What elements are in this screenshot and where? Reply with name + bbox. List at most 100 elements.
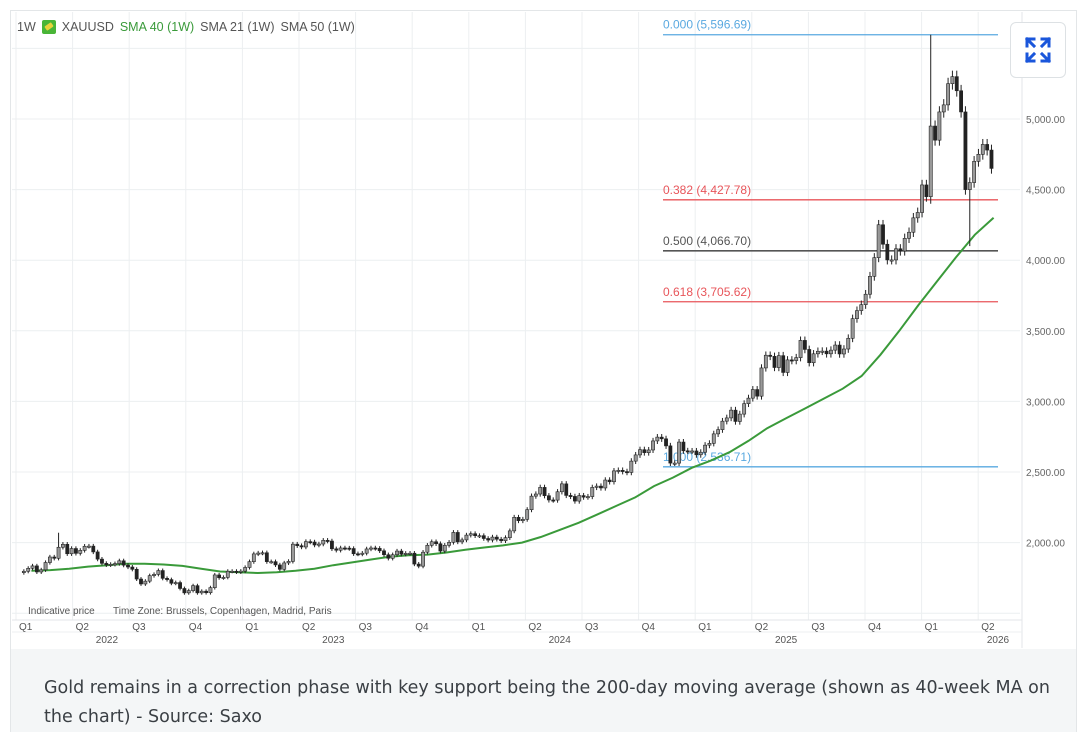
- candle-body: [885, 243, 890, 261]
- candle-body: [755, 389, 760, 397]
- candle-body: [989, 149, 994, 169]
- candle-body: [863, 293, 868, 305]
- interval-label[interactable]: 1W: [17, 20, 36, 34]
- x-tick-label: Q1: [472, 622, 486, 633]
- candle: [334, 546, 339, 553]
- candle-body: [126, 564, 130, 568]
- candle: [833, 341, 838, 354]
- candle-body: [750, 389, 755, 399]
- candle-body: [785, 359, 790, 373]
- candle-body: [312, 541, 317, 546]
- candle-body: [108, 564, 113, 566]
- candle-body: [499, 538, 504, 542]
- candle: [338, 545, 343, 553]
- candle: [139, 577, 143, 586]
- candle: [243, 565, 248, 574]
- candle-body: [247, 561, 252, 568]
- candle: [612, 468, 616, 485]
- x-tick-label: Q4: [642, 622, 656, 633]
- candle: [711, 430, 716, 447]
- candle: [750, 386, 755, 402]
- candle-body: [928, 125, 933, 197]
- candle-body: [781, 355, 786, 373]
- candle-body: [143, 580, 148, 585]
- candle: [303, 539, 308, 550]
- candle: [30, 563, 35, 571]
- candle: [473, 531, 478, 538]
- candle-body: [212, 574, 217, 588]
- candle: [946, 77, 950, 111]
- symbol-label[interactable]: XAUUSD: [61, 20, 114, 34]
- candle-body: [208, 587, 213, 594]
- candle: [954, 70, 959, 97]
- candle: [564, 481, 569, 499]
- candle: [416, 561, 421, 569]
- candle-body: [429, 541, 434, 546]
- candle: [746, 394, 751, 408]
- candle-body: [850, 318, 855, 339]
- candle: [915, 207, 920, 223]
- candle-body: [959, 90, 963, 113]
- candle-body: [837, 344, 842, 355]
- candle-body: [685, 450, 690, 453]
- candle: [238, 569, 243, 574]
- candle-body: [173, 582, 178, 585]
- candle: [117, 558, 122, 566]
- candle: [295, 541, 300, 548]
- candle-body: [130, 566, 135, 570]
- candle-body: [147, 575, 152, 582]
- candle-body: [364, 548, 369, 554]
- candle: [178, 580, 182, 591]
- x-tick-label: Q3: [132, 622, 146, 633]
- candle-body: [69, 548, 74, 555]
- candle: [685, 447, 690, 455]
- candle-body: [681, 441, 686, 452]
- candle: [690, 447, 694, 455]
- candle: [134, 567, 139, 581]
- candle: [412, 551, 417, 567]
- sma40-line: [31, 217, 995, 575]
- candle: [533, 491, 538, 499]
- candle: [646, 446, 651, 456]
- candle: [863, 289, 868, 309]
- candle: [902, 233, 907, 256]
- candle: [221, 575, 226, 580]
- sma40-legend[interactable]: SMA 40 (1W): [119, 20, 195, 34]
- candle-body: [343, 547, 347, 550]
- candle: [373, 545, 378, 551]
- candle: [503, 535, 508, 544]
- x-tick-label: Q4: [189, 622, 203, 633]
- sma21-legend[interactable]: SMA 21 (1W): [200, 20, 275, 34]
- candle: [247, 559, 252, 570]
- candle: [525, 507, 530, 522]
- candle-body: [455, 532, 460, 543]
- candle: [234, 569, 239, 574]
- candle: [286, 559, 291, 566]
- candle-body: [829, 349, 833, 355]
- candle: [802, 336, 807, 354]
- candle-body: [473, 533, 478, 536]
- candle: [881, 219, 885, 249]
- candle-body: [568, 495, 573, 497]
- candle-body: [833, 344, 838, 351]
- candle-body: [356, 553, 360, 556]
- candle: [603, 477, 608, 491]
- candle: [386, 552, 391, 561]
- candle-body: [303, 541, 308, 548]
- candle-body: [716, 429, 721, 435]
- candle-body: [113, 563, 117, 566]
- expand-button[interactable]: [1010, 22, 1066, 78]
- price-chart[interactable]: 2,000.00 2,500.00 3,000.00 3,500.00 4,000.00…: [0, 0, 1085, 650]
- candle: [74, 546, 78, 556]
- candle-body: [737, 413, 742, 422]
- candle-body: [78, 550, 83, 554]
- candle: [742, 400, 747, 418]
- candle-body: [599, 485, 603, 489]
- candle: [959, 84, 963, 118]
- candle: [494, 534, 499, 542]
- candle: [269, 559, 274, 564]
- candle: [781, 351, 786, 377]
- candle: [186, 588, 191, 595]
- sma50-legend[interactable]: SMA 50 (1W): [280, 20, 355, 34]
- candle-body: [733, 409, 738, 422]
